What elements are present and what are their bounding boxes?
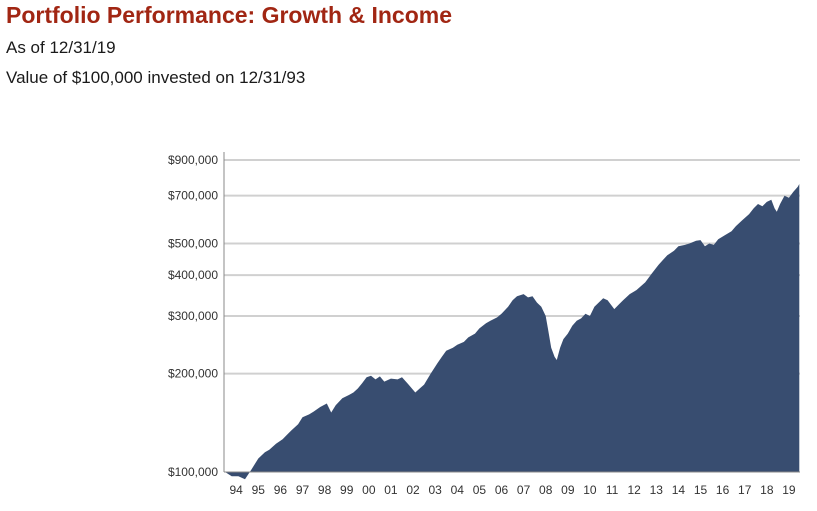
x-tick-label: 15	[694, 483, 708, 497]
y-tick-label: $300,000	[168, 309, 218, 323]
x-tick-label: 97	[296, 483, 310, 497]
portfolio-value-area	[225, 184, 800, 480]
x-tick-label: 19	[782, 483, 796, 497]
y-tick-label: $900,000	[168, 153, 218, 167]
y-tick-label: $500,000	[168, 236, 218, 250]
x-tick-label: 11	[606, 483, 619, 497]
x-tick-label: 12	[627, 483, 641, 497]
x-tick-label: 17	[738, 483, 752, 497]
x-tick-label: 99	[340, 483, 354, 497]
x-tick-label: 03	[428, 483, 442, 497]
x-tick-label: 16	[716, 483, 730, 497]
y-axis-ticks: $100,000 $200,000 $300,000 $400,000 $500,000…	[168, 153, 218, 479]
gridlines	[224, 159, 800, 375]
x-axis-ticks: 94 95 96 97 98 99 00 01 02 03 04 05 06 07 08 09 10 11 12 13…	[229, 483, 795, 497]
y-tick-label: $400,000	[168, 268, 218, 282]
y-tick-label: $100,000	[168, 465, 218, 479]
x-tick-label: 98	[318, 483, 332, 497]
chart-subtitle: Value of $100,000 invested on 12/31/93	[6, 68, 306, 87]
x-tick-label: 02	[406, 483, 420, 497]
x-tick-label: 01	[384, 483, 398, 497]
x-tick-label: 10	[583, 483, 597, 497]
page-title: Portfolio Performance: Growth & Income	[6, 2, 452, 28]
y-tick-label: $700,000	[168, 189, 218, 203]
x-tick-label: 13	[650, 483, 664, 497]
x-tick-label: 05	[473, 483, 487, 497]
x-tick-label: 08	[539, 483, 553, 497]
x-tick-label: 04	[451, 483, 465, 497]
x-tick-label: 07	[517, 483, 531, 497]
x-tick-label: 00	[362, 483, 376, 497]
as-of-date: As of 12/31/19	[6, 38, 116, 57]
x-tick-label: 94	[229, 483, 243, 497]
x-tick-label: 18	[760, 483, 774, 497]
x-tick-label: 95	[252, 483, 266, 497]
x-tick-label: 14	[672, 483, 686, 497]
y-tick-label: $200,000	[168, 367, 218, 381]
x-tick-label: 06	[495, 483, 509, 497]
x-tick-label: 96	[274, 483, 288, 497]
x-tick-label: 09	[561, 483, 575, 497]
